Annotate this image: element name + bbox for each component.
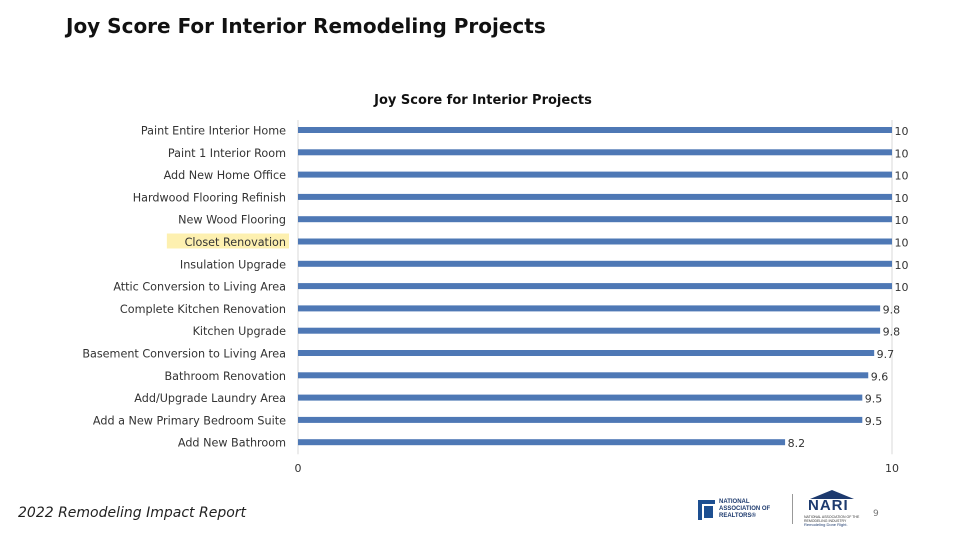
data-label: 10 <box>895 125 909 138</box>
bar <box>298 193 892 200</box>
bar <box>298 171 892 178</box>
data-label: 8.2 <box>788 437 806 450</box>
data-label: 9.5 <box>865 393 883 406</box>
slide-title: Joy Score For Interior Remodeling Projec… <box>66 14 546 38</box>
category-label: Add New Bathroom <box>178 437 286 450</box>
category-label: New Wood Flooring <box>178 214 286 227</box>
data-label: 9.6 <box>871 370 889 383</box>
category-label: Add/Upgrade Laundry Area <box>134 392 286 405</box>
bar <box>298 260 892 267</box>
category-label: Closet Renovation <box>185 236 286 249</box>
bar <box>298 327 881 334</box>
category-label: Hardwood Flooring Refinish <box>133 191 286 204</box>
page-number: 9 <box>873 509 879 519</box>
nari-logo-tagline: Remodeling Done Right. <box>804 522 848 527</box>
realtor-r-icon <box>698 500 716 520</box>
label-highlight <box>166 233 289 249</box>
nari-logo-subtitle: NATIONAL ASSOCIATION OF THE REMODELING I… <box>804 515 860 523</box>
data-label: 10 <box>895 147 909 160</box>
category-label: Attic Conversion to Living Area <box>113 281 286 294</box>
nari-logo: NARI NATIONAL ASSOCIATION OF THE REMODEL… <box>804 490 864 528</box>
category-label: Insulation Upgrade <box>180 258 286 271</box>
plot-area: Paint Entire Interior Home 10 Paint 1 Inte… <box>82 120 909 475</box>
x-tick-label: 10 <box>885 462 899 475</box>
category-label: Paint Entire Interior Home <box>141 125 286 138</box>
bar <box>298 350 875 356</box>
data-label: 10 <box>895 170 909 183</box>
roof-icon <box>810 490 854 499</box>
bar <box>298 127 892 133</box>
bar <box>298 394 863 401</box>
category-label: Bathroom Renovation <box>165 370 287 383</box>
category-label: Add New Home Office <box>164 169 287 182</box>
category-label: Complete Kitchen Renovation <box>120 303 286 316</box>
data-label: 9.8 <box>883 303 901 316</box>
data-label: 10 <box>895 214 909 227</box>
data-label: 9.5 <box>865 415 883 428</box>
nari-logo-text: NARI <box>808 497 849 514</box>
data-label: 9.8 <box>883 326 901 339</box>
data-label: 10 <box>895 237 909 250</box>
data-label: 9.7 <box>877 348 895 361</box>
bar <box>298 216 892 223</box>
bar <box>298 416 863 423</box>
category-label: Kitchen Upgrade <box>193 325 287 338</box>
logo-divider <box>792 494 793 524</box>
data-label: 10 <box>895 281 909 294</box>
chart-title: Joy Score for Interior Projects <box>373 93 592 108</box>
category-label: Paint 1 Interior Room <box>168 147 286 160</box>
data-label: 10 <box>895 259 909 272</box>
bar <box>298 305 881 312</box>
bar <box>298 283 892 290</box>
report-title-footer: 2022 Remodeling Impact Report <box>18 505 247 521</box>
nar-logo: NATIONAL ASSOCIATION OF REALTORS® <box>698 497 788 525</box>
bar <box>298 439 786 446</box>
category-label: Basement Conversion to Living Area <box>82 348 286 361</box>
category-label: Add a New Primary Bedroom Suite <box>93 414 286 427</box>
bar <box>298 372 869 379</box>
x-tick-label: 0 <box>295 462 302 475</box>
bar <box>298 238 892 245</box>
bar <box>298 149 892 156</box>
nar-logo-text: NATIONAL ASSOCIATION OF REALTORS® <box>719 499 771 519</box>
data-label: 10 <box>895 192 909 205</box>
